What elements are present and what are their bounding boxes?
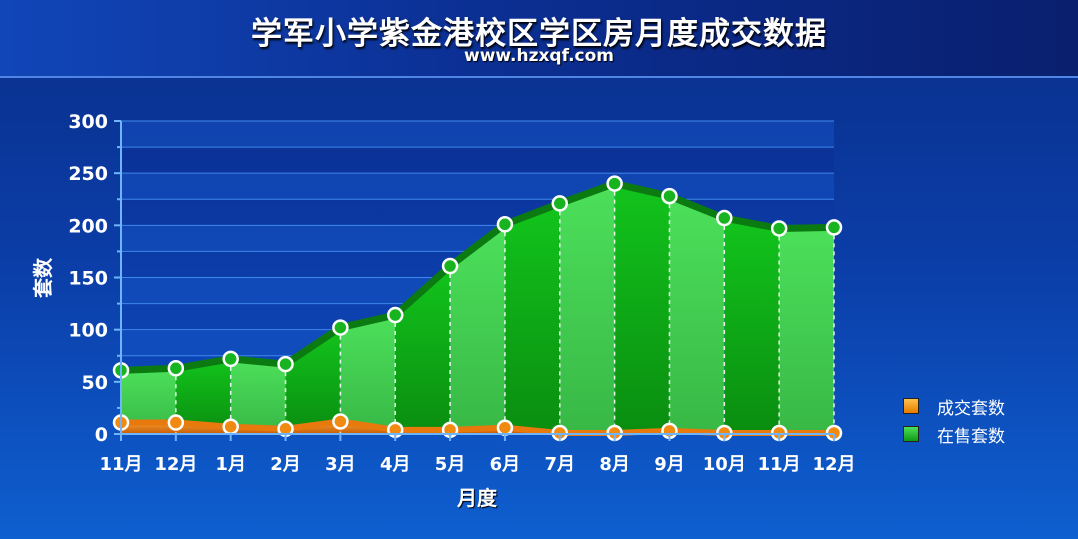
- area-segment-onsale: [340, 315, 396, 434]
- area-segment-onsale: [450, 224, 505, 434]
- data-point-onsale: [167, 360, 185, 377]
- x-tick-label: 1月: [215, 454, 246, 475]
- header-banner: 学军小学紫金港校区学区房月度成交数据 www.hzxqf.com: [0, 0, 1078, 78]
- y-tick-label: 50: [82, 372, 108, 394]
- series-line-onsale: [120, 180, 835, 374]
- series-lines: [120, 180, 835, 436]
- x-tick-label: 3月: [325, 454, 356, 475]
- area-segment-onsale: [724, 218, 780, 434]
- legend-label-onsale: 在售套数: [937, 426, 1005, 447]
- x-tick-label: 11月: [99, 454, 142, 475]
- y-tick-label: 200: [68, 215, 108, 237]
- x-tick-label: 2月: [270, 454, 301, 475]
- area-segment-onsale: [779, 227, 834, 434]
- legend-label-sold: 成交套数: [937, 398, 1005, 419]
- area-segment-onsale: [669, 196, 725, 434]
- y-tick-label: 300: [68, 111, 108, 133]
- series-areas: [121, 183, 834, 434]
- data-point-sold: [496, 419, 514, 436]
- data-point-onsale: [277, 355, 294, 373]
- area-sold: [121, 421, 834, 434]
- area-segment-onsale: [175, 358, 231, 434]
- y-tick-label: 150: [68, 268, 108, 290]
- axes: [114, 120, 835, 441]
- x-tick-label: 12月: [154, 454, 197, 475]
- x-tick-label: 12月: [812, 454, 855, 475]
- x-tick-label: 6月: [490, 454, 521, 475]
- series-line-sold: [121, 418, 834, 436]
- x-tick-labels: 11月 12月 1月 2月 3月 4月 5月 6月 7月 8月 9月 10月 11月 12月: [99, 454, 855, 475]
- data-point-sold: [222, 418, 239, 435]
- legend-item-onsale[interactable]: 在售套数: [903, 420, 1005, 448]
- data-point-onsale: [332, 319, 349, 336]
- y-axis-label: 套数: [31, 257, 55, 298]
- grid-band: [121, 173, 834, 200]
- area-segment-onsale: [395, 266, 451, 434]
- grid-band: [121, 121, 834, 148]
- chart-title: 学军小学紫金港校区学区房月度成交数据: [251, 16, 827, 52]
- area-segment-onsale: [121, 368, 176, 434]
- data-point-onsale: [606, 175, 623, 192]
- x-tick-label: 10月: [703, 454, 746, 475]
- data-point-sold: [167, 414, 185, 431]
- y-tick-label: 0: [95, 424, 108, 446]
- x-tick-label: 4月: [380, 454, 411, 475]
- data-point-onsale: [496, 216, 514, 233]
- data-point-onsale: [716, 209, 733, 227]
- legend-swatch-sold: [903, 398, 919, 414]
- data-point-onsale: [386, 306, 404, 324]
- legend: 成交套数 在售套数: [903, 392, 1005, 448]
- data-point-onsale: [661, 187, 678, 205]
- x-axis-label: 月度: [456, 486, 498, 510]
- legend-item-sold[interactable]: 成交套数: [903, 392, 1005, 420]
- chart-subtitle: www.hzxqf.com: [463, 46, 614, 66]
- x-tick-label: 9月: [654, 454, 685, 475]
- y-tick-label: 250: [68, 163, 108, 185]
- y-tick-labels: 0 50 100 150 200 250 300: [68, 111, 108, 446]
- data-point-onsale: [825, 219, 843, 236]
- x-tick-label: 8月: [599, 454, 630, 475]
- area-segment-onsale: [504, 203, 560, 434]
- y-tick-label: 100: [68, 320, 108, 342]
- area-segment-onsale: [559, 183, 615, 434]
- area-segment-onsale: [614, 183, 670, 434]
- x-tick-label: 11月: [758, 454, 801, 475]
- x-tick-label: 7月: [545, 454, 576, 475]
- data-point-onsale: [441, 257, 459, 275]
- area-segment-onsale: [285, 327, 341, 434]
- data-point-onsale: [222, 350, 239, 368]
- x-tick-label: 5月: [435, 454, 466, 475]
- legend-swatch-onsale: [903, 426, 919, 442]
- series-markers: [112, 175, 843, 442]
- data-point-onsale: [770, 220, 788, 237]
- data-point-sold: [332, 413, 349, 430]
- area-segment-onsale: [230, 358, 286, 434]
- data-point-onsale: [551, 195, 569, 212]
